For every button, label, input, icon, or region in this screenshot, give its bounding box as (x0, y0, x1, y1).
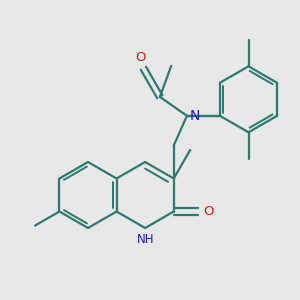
Text: O: O (135, 51, 146, 64)
Text: NH: NH (136, 233, 154, 246)
Text: N: N (190, 109, 200, 123)
Text: O: O (203, 205, 214, 218)
